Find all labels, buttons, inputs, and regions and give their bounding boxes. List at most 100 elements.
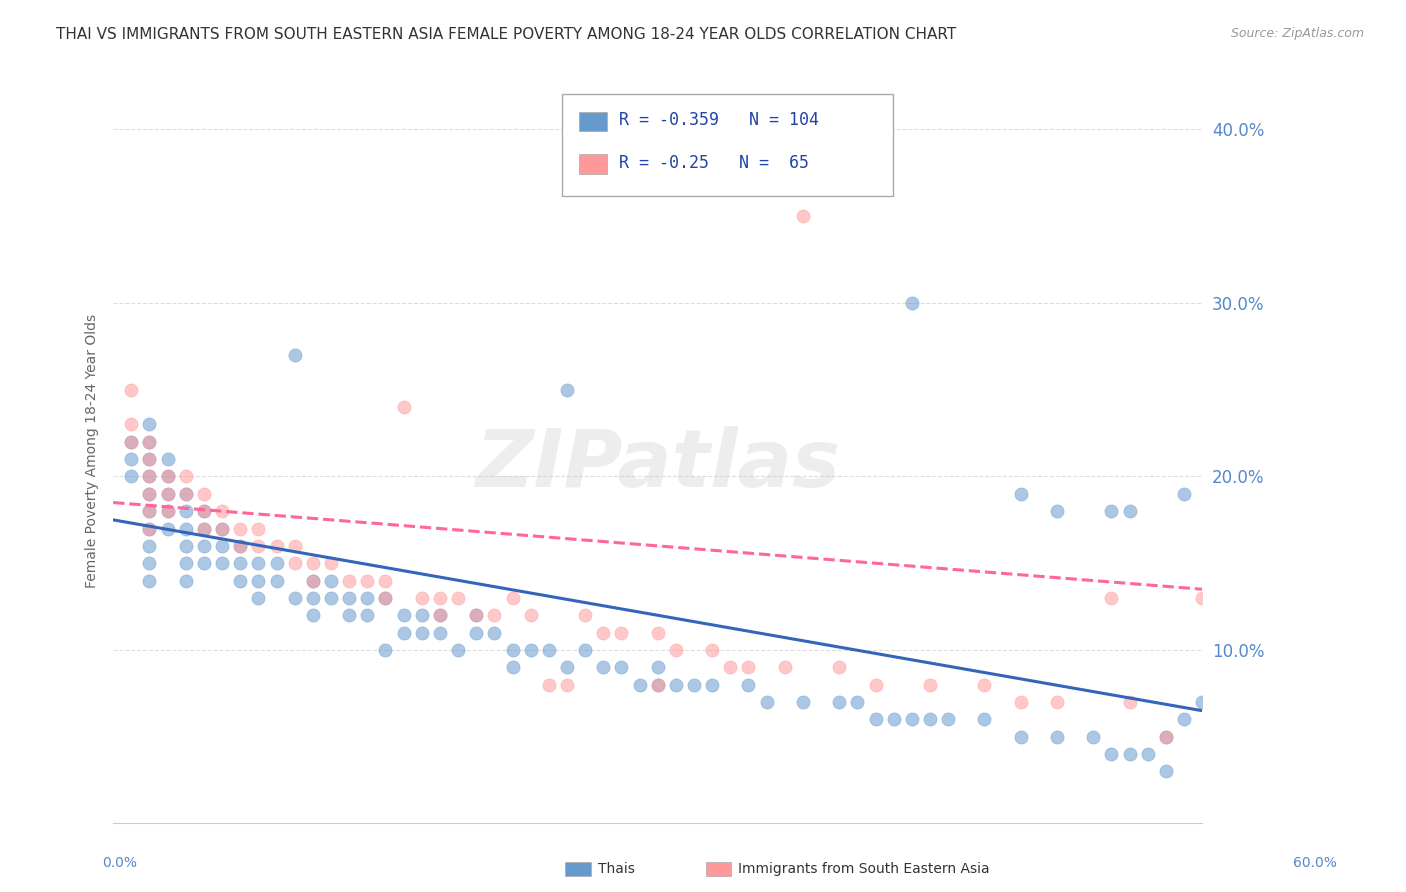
Point: [1046, 730, 1069, 744]
Point: [647, 678, 669, 692]
Point: [284, 556, 307, 570]
Point: [138, 504, 160, 518]
Point: [936, 712, 959, 726]
Point: [156, 504, 179, 518]
Point: [1154, 730, 1177, 744]
Point: [502, 591, 524, 605]
Point: [174, 504, 197, 518]
Point: [792, 209, 814, 223]
Point: [193, 539, 215, 553]
Point: [429, 625, 451, 640]
Point: [356, 608, 378, 623]
Point: [138, 469, 160, 483]
Point: [156, 504, 179, 518]
Point: [1173, 487, 1195, 501]
Point: [211, 556, 233, 570]
Point: [1101, 591, 1123, 605]
Point: [502, 660, 524, 674]
Point: [702, 678, 724, 692]
Point: [502, 643, 524, 657]
Point: [302, 556, 325, 570]
Point: [447, 643, 470, 657]
Point: [1136, 747, 1159, 761]
Point: [1173, 712, 1195, 726]
Point: [1101, 504, 1123, 518]
Point: [374, 591, 396, 605]
Point: [1046, 695, 1069, 709]
Text: R = -0.359   N = 104: R = -0.359 N = 104: [619, 112, 818, 129]
Point: [392, 608, 415, 623]
Point: [1191, 591, 1213, 605]
Point: [138, 417, 160, 432]
Point: [537, 643, 560, 657]
Text: ZIPatlas: ZIPatlas: [475, 426, 841, 504]
Point: [138, 434, 160, 449]
Point: [647, 660, 669, 674]
Point: [665, 643, 688, 657]
Point: [247, 539, 270, 553]
Point: [374, 643, 396, 657]
Point: [628, 678, 651, 692]
Point: [918, 712, 941, 726]
Point: [465, 625, 488, 640]
Point: [647, 678, 669, 692]
Point: [174, 556, 197, 570]
Point: [156, 469, 179, 483]
Point: [883, 712, 905, 726]
Point: [138, 487, 160, 501]
Point: [138, 434, 160, 449]
Point: [846, 695, 869, 709]
Point: [429, 608, 451, 623]
Point: [918, 678, 941, 692]
Point: [574, 608, 596, 623]
Point: [284, 591, 307, 605]
Y-axis label: Female Poverty Among 18-24 Year Olds: Female Poverty Among 18-24 Year Olds: [86, 313, 100, 588]
Point: [1191, 695, 1213, 709]
Point: [138, 452, 160, 467]
Point: [555, 660, 578, 674]
Point: [337, 574, 360, 588]
Point: [138, 452, 160, 467]
Point: [174, 487, 197, 501]
Point: [519, 608, 541, 623]
Text: Immigrants from South Eastern Asia: Immigrants from South Eastern Asia: [738, 862, 990, 876]
Point: [901, 712, 924, 726]
Point: [229, 574, 252, 588]
Point: [1010, 487, 1032, 501]
Point: [284, 348, 307, 362]
Point: [211, 522, 233, 536]
Point: [174, 469, 197, 483]
Point: [755, 695, 778, 709]
Point: [193, 487, 215, 501]
Point: [1010, 730, 1032, 744]
Point: [138, 539, 160, 553]
Text: THAI VS IMMIGRANTS FROM SOUTH EASTERN ASIA FEMALE POVERTY AMONG 18-24 YEAR OLDS : THAI VS IMMIGRANTS FROM SOUTH EASTERN AS…: [56, 27, 956, 42]
Point: [610, 660, 633, 674]
Point: [229, 556, 252, 570]
Point: [1154, 730, 1177, 744]
Point: [193, 556, 215, 570]
Point: [356, 591, 378, 605]
Point: [319, 574, 342, 588]
Point: [138, 522, 160, 536]
Point: [1118, 504, 1140, 518]
Point: [865, 712, 887, 726]
Point: [174, 574, 197, 588]
Point: [702, 643, 724, 657]
Point: [337, 591, 360, 605]
Point: [737, 678, 759, 692]
Point: [120, 452, 142, 467]
Point: [610, 625, 633, 640]
Point: [337, 608, 360, 623]
Point: [266, 574, 288, 588]
Point: [465, 608, 488, 623]
Point: [302, 574, 325, 588]
Point: [1010, 695, 1032, 709]
Point: [302, 574, 325, 588]
Point: [138, 469, 160, 483]
Point: [302, 591, 325, 605]
Point: [120, 434, 142, 449]
Point: [592, 625, 614, 640]
Point: [392, 400, 415, 414]
Point: [247, 574, 270, 588]
